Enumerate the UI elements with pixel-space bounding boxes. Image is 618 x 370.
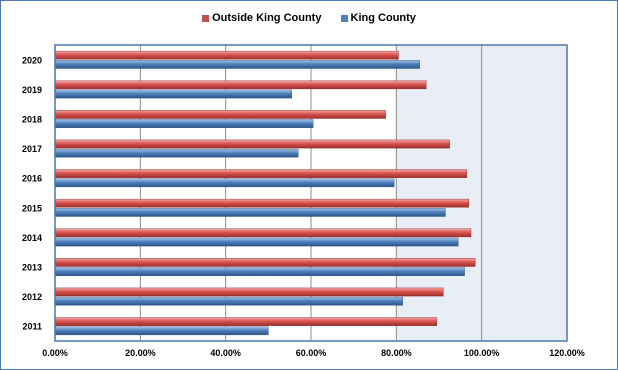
y-tick-label: 2017 <box>22 144 42 154</box>
bar-king-county <box>54 60 420 69</box>
y-tick-label: 2020 <box>22 55 42 65</box>
bar-king-county <box>54 237 459 247</box>
x-tick-label: 120.00% <box>549 348 585 358</box>
bar-outside-king-county <box>54 258 476 267</box>
bar-outside-king-county <box>54 169 467 178</box>
bar-king-county <box>54 119 314 128</box>
bar-outside-king-county <box>54 317 438 326</box>
legend-item-outside-king-county: Outside King County <box>202 12 321 24</box>
y-tick-label: 2019 <box>22 85 42 95</box>
x-tick-label: 20.00% <box>125 348 156 358</box>
legend-label-king-county: King County <box>350 12 416 24</box>
y-tick-label: 2012 <box>22 292 42 302</box>
y-tick-label: 2011 <box>22 322 42 332</box>
bar-outside-king-county <box>54 287 444 297</box>
legend-item-king-county: King County <box>340 12 416 24</box>
y-tick-label: 2013 <box>22 263 42 273</box>
bar-outside-king-county <box>54 50 399 60</box>
bar-outside-king-county <box>54 139 450 149</box>
y-tick-label: 2018 <box>22 115 42 125</box>
legend-swatch-king-county <box>340 14 348 22</box>
bar-outside-king-county <box>54 80 427 90</box>
bar-king-county <box>54 178 395 188</box>
plot-border <box>54 44 568 342</box>
bar-outside-king-county <box>54 228 472 238</box>
bar-king-county <box>54 326 269 336</box>
bar-king-county <box>54 89 293 99</box>
bar-outside-king-county <box>54 198 470 208</box>
x-tick-label: 60.00% <box>296 348 327 358</box>
y-tick-label: 2016 <box>22 174 42 184</box>
bar-king-county <box>54 148 299 158</box>
legend-label-outside-king-county: Outside King County <box>212 12 322 24</box>
x-tick-label: 100.00% <box>464 348 500 358</box>
x-tick-label: 40.00% <box>210 348 241 358</box>
bar-king-county <box>54 296 403 306</box>
bar-king-county <box>54 208 446 217</box>
bar-outside-king-county <box>54 110 386 119</box>
y-tick-label: 2015 <box>22 203 42 213</box>
legend-swatch-outside-king-county <box>202 14 210 22</box>
x-tick-label: 0.00% <box>42 348 68 358</box>
bar-king-county <box>54 267 465 276</box>
x-tick-label: 80.00% <box>381 348 412 358</box>
y-tick-label: 2014 <box>22 233 42 243</box>
legend: Outside King County King County <box>0 12 618 25</box>
